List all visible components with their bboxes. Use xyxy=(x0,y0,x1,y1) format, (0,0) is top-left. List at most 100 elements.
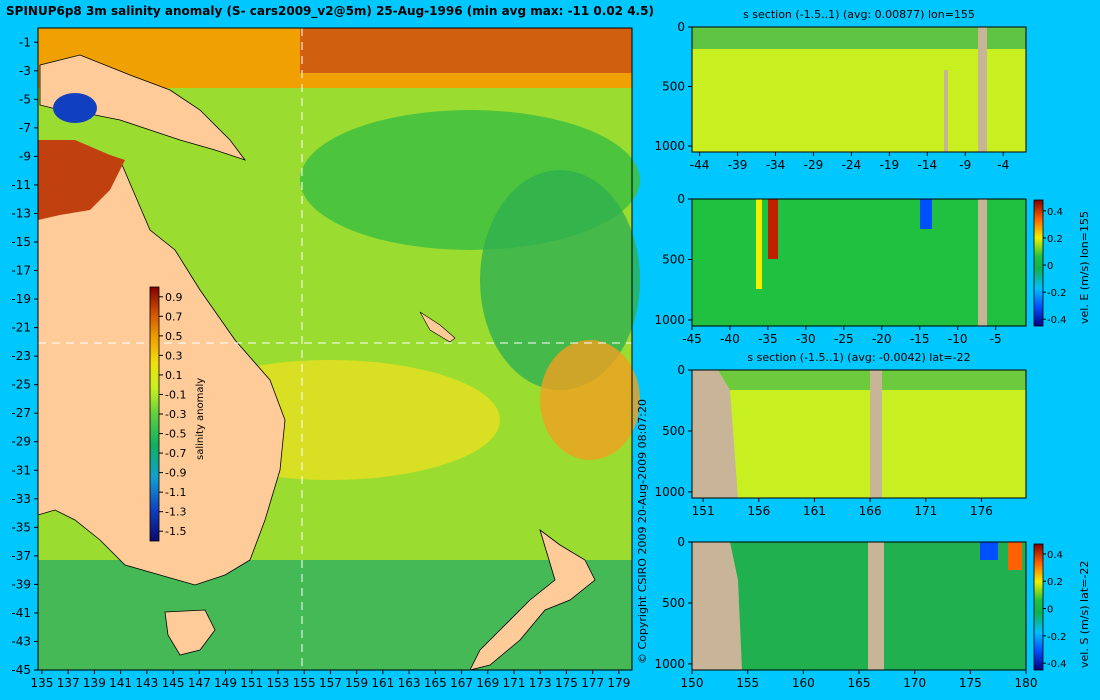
section-x-tick-label: -19 xyxy=(880,158,900,172)
map-x-tick-label: 137 xyxy=(57,676,80,690)
section-y-tick-label: 0 xyxy=(677,535,685,549)
section-x-tick-label: -29 xyxy=(804,158,824,172)
section3-field xyxy=(692,370,1026,498)
map-x-tick-label: 147 xyxy=(188,676,211,690)
map-colorbar-tick-label: -1.3 xyxy=(165,506,186,519)
map-x-tick-label: 165 xyxy=(424,676,447,690)
section4-north-jet xyxy=(980,542,998,560)
section-x-tick-label: 176 xyxy=(970,504,993,518)
section-x-tick-label: 165 xyxy=(848,676,871,690)
map-colorbar-tick-label: -0.5 xyxy=(165,428,186,441)
copyright-text: © Copyright CSIRO 2009 20-Aug-2009 08:07… xyxy=(636,399,649,664)
map-colorbar-tick-label: -0.7 xyxy=(165,447,186,460)
map-y-tick-label: -9 xyxy=(19,149,31,163)
section4-land-ridge xyxy=(868,542,884,670)
map-x-tick-label: 139 xyxy=(83,676,106,690)
map-colorbar-tick-label: 0.3 xyxy=(165,349,183,362)
map-colorbar xyxy=(149,286,160,542)
map-y-tick-label: -39 xyxy=(11,577,31,591)
section-x-tick-label: 171 xyxy=(914,504,937,518)
map-y-tick-label: -3 xyxy=(19,64,31,78)
section3-land-shelf xyxy=(692,370,738,498)
section-x-tick-label: -30 xyxy=(796,332,816,346)
map-colorbar-ticks: 0.9 0.7 0.5 0.3 0.1 -0.1 -0.3 -0.5 -0.7 -0.9 -1.1 -… xyxy=(159,291,186,538)
map-x-tick-label: 167 xyxy=(450,676,473,690)
map-x-tick-label: 163 xyxy=(398,676,421,690)
map-y-tick-label: -35 xyxy=(11,520,31,534)
section-y-tick-label: 500 xyxy=(662,80,685,94)
section-x-tick-label: -4 xyxy=(997,158,1009,172)
section-titles: s section (-1.5..1) (avg: 0.00877) lon=1… xyxy=(743,8,975,364)
section-colorbar-tick-label: 0.4 xyxy=(1047,207,1063,218)
map-x-tick-label: 135 xyxy=(30,676,53,690)
section-colorbar-tick-label: 0.4 xyxy=(1047,550,1063,561)
map-x-tick-label: 153 xyxy=(267,676,290,690)
section-y-tick-label: 0 xyxy=(677,363,685,377)
map-x-tick-label: 171 xyxy=(503,676,526,690)
map-x-tick-label: 159 xyxy=(345,676,368,690)
map-colorbar-label: salinity anomaly xyxy=(195,378,206,460)
section-x-tick-label: 170 xyxy=(903,676,926,690)
map-x-tick-label: 143 xyxy=(135,676,158,690)
page-title: SPINUP6p8 3m salinity anomaly (S- cars20… xyxy=(6,4,654,18)
section-colorbar-tick-label: -0.4 xyxy=(1047,315,1067,326)
map-y-tick-label: -33 xyxy=(11,492,31,506)
section4-field xyxy=(692,542,1026,670)
section-x-tick-label: 180 xyxy=(1015,676,1038,690)
section-x-tick-label: -40 xyxy=(720,332,740,346)
section-x-tick-label: -45 xyxy=(682,332,702,346)
section-x-tick-label: 160 xyxy=(792,676,815,690)
section-title: s section (-1.5..1) (avg: 0.00877) lon=1… xyxy=(743,8,975,21)
new-zealand-land xyxy=(469,528,596,671)
map-y-tick-label: -17 xyxy=(11,264,31,278)
section-x-tick-label: 151 xyxy=(692,504,715,518)
section4-land-shelf xyxy=(692,542,742,670)
section-y-tick-label: 1000 xyxy=(654,485,685,499)
section-panel-3 xyxy=(691,369,1027,499)
map-colorbar-tick-label: -0.9 xyxy=(165,467,186,480)
section-y-tick-label: 500 xyxy=(662,596,685,610)
map-x-tick-label: 145 xyxy=(162,676,185,690)
map-x-tick-label: 149 xyxy=(214,676,237,690)
section1-frame xyxy=(691,26,1027,153)
section-x-tick-label: -34 xyxy=(766,158,786,172)
section-y-tick-label: 500 xyxy=(662,424,685,438)
map-colorbar-tick-label: -1.1 xyxy=(165,486,186,499)
map-colorbar-tick-label: 0.7 xyxy=(165,310,183,323)
section-x-tick-label: -15 xyxy=(910,332,930,346)
section2-strong-east xyxy=(768,199,778,259)
section-colorbar-tick-label: 0 xyxy=(1047,605,1053,616)
section-colorbar-tick-label: -0.2 xyxy=(1047,288,1067,299)
map-y-tick-label: -15 xyxy=(11,235,31,249)
australia-land xyxy=(37,159,286,586)
map-y-tick-label: -31 xyxy=(11,463,31,477)
section-x-tick-label: -39 xyxy=(728,158,748,172)
map-y-tick-label: -23 xyxy=(11,349,31,363)
section1-land xyxy=(978,27,987,152)
map-y-tick-label: -43 xyxy=(11,634,31,648)
map-x-tick-label: 155 xyxy=(293,676,316,690)
map-x-tick-label: 179 xyxy=(607,676,630,690)
section-colorbar-tick-label: 0.2 xyxy=(1047,577,1063,588)
map-colorbar-tick-label: -1.5 xyxy=(165,525,186,538)
section2-frame xyxy=(691,198,1027,327)
fresh-band-south xyxy=(38,560,632,670)
section-x-tick-label: 166 xyxy=(859,504,882,518)
section-y-tick-label: 1000 xyxy=(654,657,685,671)
section4-south-jet xyxy=(1008,542,1022,570)
map-x-tick-label: 169 xyxy=(476,676,499,690)
map-x-tick-label: 177 xyxy=(581,676,604,690)
section-y-tick-label: 0 xyxy=(677,192,685,206)
section-y-tick-label: 0 xyxy=(677,20,685,34)
tasmania-land xyxy=(164,609,216,656)
map-colorbar-tick-label: -0.3 xyxy=(165,408,186,421)
map-y-tick-label: -21 xyxy=(11,321,31,335)
section-x-tick-label: -5 xyxy=(990,332,1002,346)
section-colorbar-tick-label: 0 xyxy=(1047,261,1053,272)
section2-east-jet xyxy=(756,199,762,289)
map-x-tick-label: 141 xyxy=(109,676,132,690)
section-colorbar-label: vel. E (m/s) lon=155 xyxy=(1078,211,1091,324)
section-x-tick-label: -10 xyxy=(948,332,968,346)
section2-field xyxy=(692,199,1026,326)
section-x-tick-label: -20 xyxy=(872,332,892,346)
